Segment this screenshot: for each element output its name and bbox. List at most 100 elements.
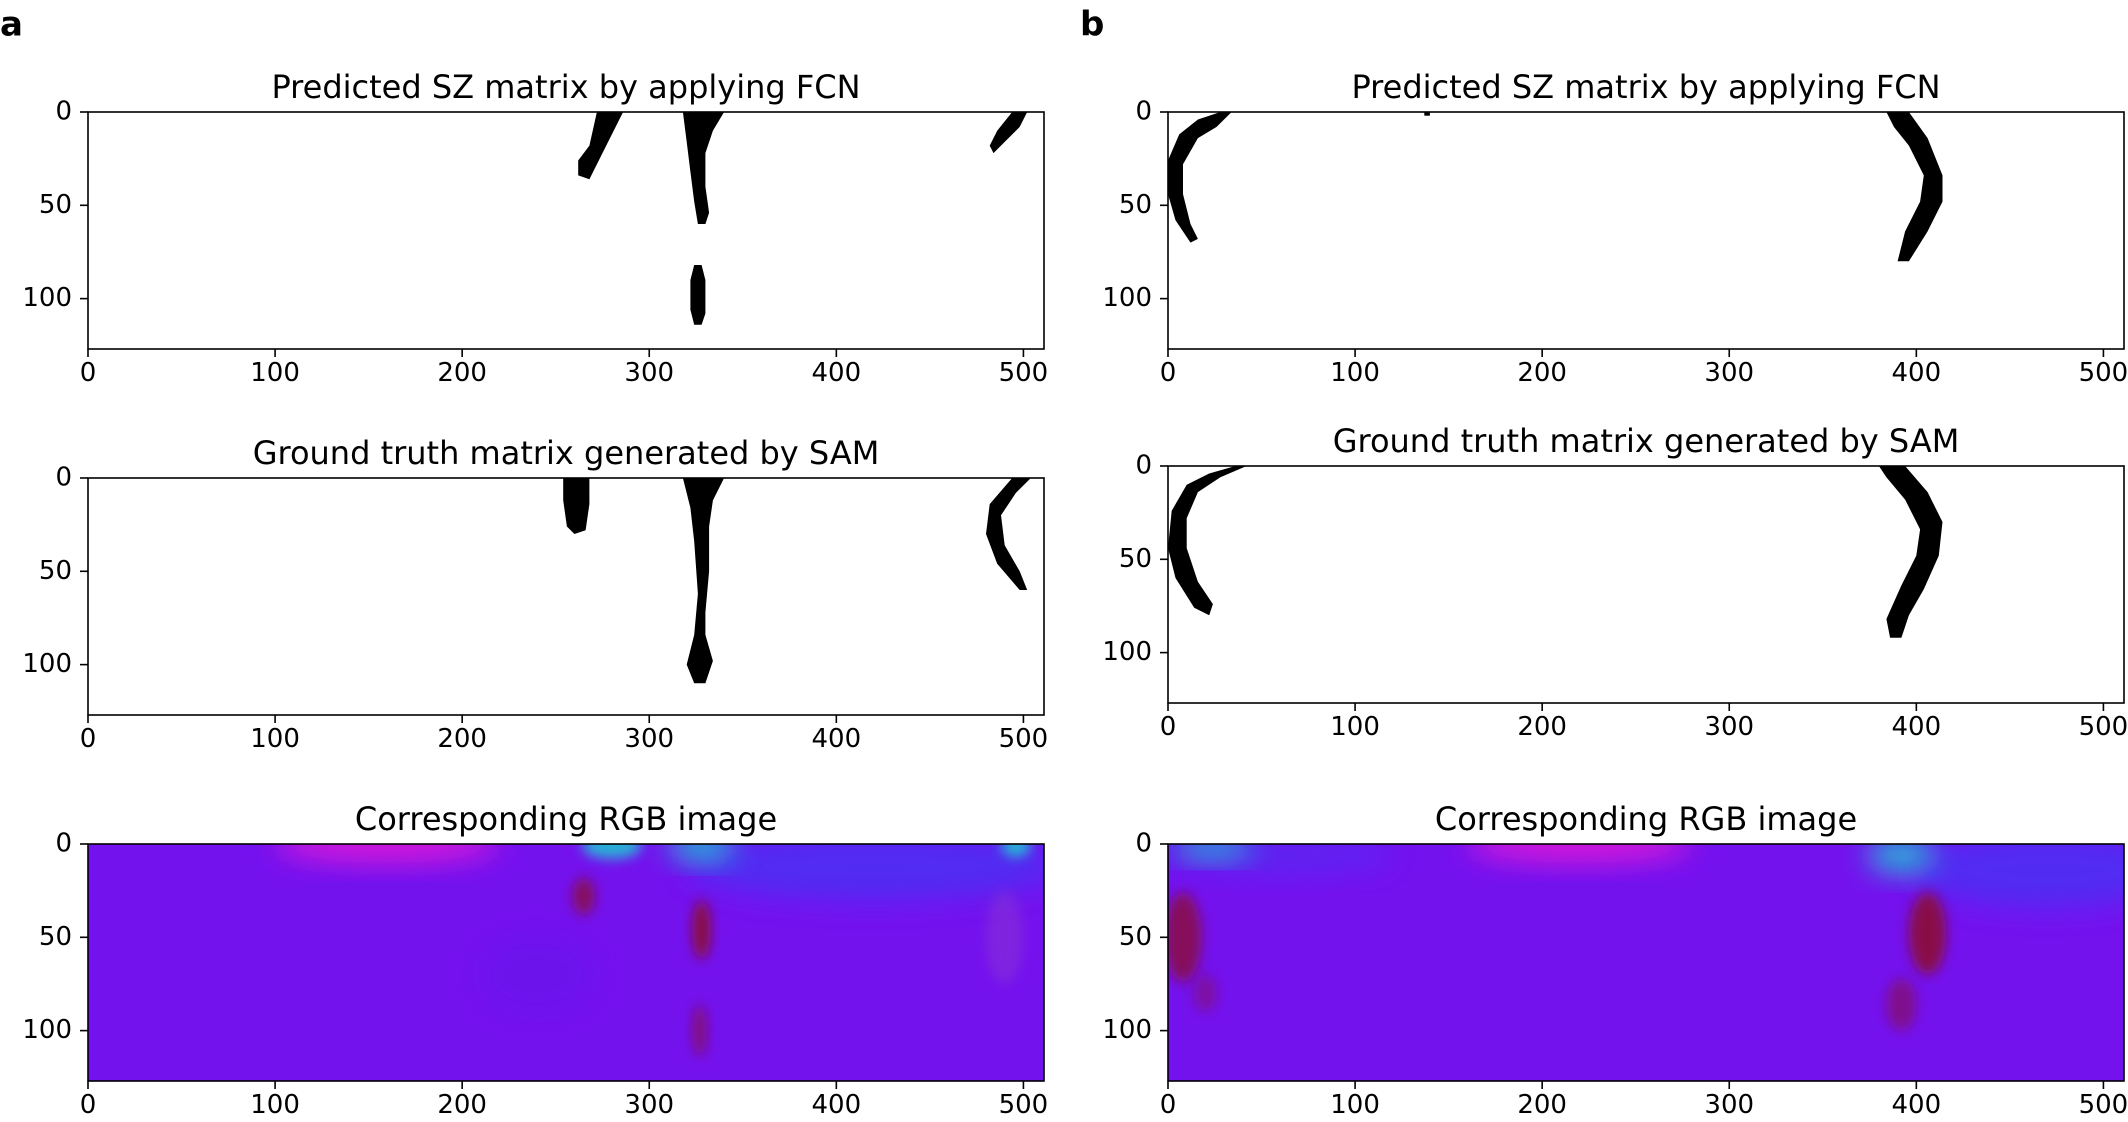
- plot-area: [1168, 112, 2124, 349]
- mask-region-blob-right: [989, 112, 1028, 154]
- mask-region-arc-right: [1878, 466, 1943, 638]
- x-tick-label: 200: [1517, 712, 1567, 742]
- x-tick-label: 400: [1892, 1090, 1942, 1120]
- chart-a-3: Corresponding RGB image 0 100 200 300 400 500 0…: [22, 800, 1049, 1120]
- x-tick-label: 400: [812, 358, 862, 388]
- chart-title: Predicted SZ matrix by applying FCN: [1351, 68, 1940, 106]
- rgb-highlight-2: [581, 844, 642, 859]
- mask-background: [1168, 466, 2124, 703]
- x-tick-label: 300: [624, 724, 674, 754]
- plot-area: [1168, 844, 2124, 1081]
- x-tick-label: 100: [1330, 358, 1380, 388]
- x-tick-label: 0: [1160, 358, 1177, 388]
- plot-area: [88, 478, 1044, 715]
- x-tick-label: 0: [1160, 712, 1177, 742]
- x-tick-label: 0: [80, 358, 97, 388]
- x-tick-label: 100: [1330, 712, 1380, 742]
- y-tick-label: 100: [22, 649, 72, 679]
- rgb-highlight-8: [986, 890, 1024, 984]
- rgb-highlight-7: [692, 1004, 708, 1057]
- rgb-highlight-7: [1886, 978, 1917, 1031]
- chart-title: Ground truth matrix generated by SAM: [253, 434, 880, 472]
- x-tick-label: 0: [80, 724, 97, 754]
- x-tick-label: 100: [250, 724, 300, 754]
- x-tick-label: 300: [624, 1090, 674, 1120]
- y-tick-label: 0: [55, 97, 72, 127]
- rgb-highlight-6: [1908, 892, 1947, 975]
- axes-frame: [87, 477, 1045, 716]
- y-tick-label: 50: [39, 556, 72, 586]
- rgb-highlight-4: [1867, 844, 1936, 874]
- x-tick-label: 500: [999, 724, 1049, 754]
- y-tick-label: 0: [55, 829, 72, 859]
- rgb-highlight-0: [275, 844, 500, 863]
- x-tick-label: 200: [1517, 358, 1567, 388]
- y-tick-label: 0: [1135, 829, 1152, 859]
- chart-b-1: Predicted SZ matrix by applying FCN 0 100 2…: [1102, 68, 2128, 388]
- mask-region-dot: [1424, 112, 1430, 116]
- mask-region-blob-left: [578, 112, 624, 180]
- x-tick-label: 500: [999, 1090, 1049, 1120]
- plot-area: [88, 112, 1044, 349]
- x-tick-label: 0: [80, 1090, 97, 1120]
- x-tick-label: 0: [1160, 1090, 1177, 1120]
- mask-region-blob-center: [682, 478, 725, 684]
- panel-label-b: b: [1080, 5, 1104, 45]
- x-tick-label: 100: [250, 1090, 300, 1120]
- rgb-highlight-1: [1916, 844, 2124, 908]
- chart-b-2: Ground truth matrix generated by SAM 0 100…: [1102, 422, 2128, 742]
- chart-a-2: Ground truth matrix generated by SAM 0 100…: [22, 434, 1048, 754]
- axes-frame: [1167, 465, 2125, 704]
- rgb-highlight-8: [1194, 974, 1217, 1012]
- x-tick-label: 300: [1704, 1090, 1754, 1120]
- rgb-highlight-5: [1168, 892, 1202, 983]
- panel-label-a: a: [0, 5, 23, 45]
- x-tick-label: 500: [2079, 358, 2128, 388]
- chart-title: Predicted SZ matrix by applying FCN: [271, 68, 860, 106]
- plot-area: [1168, 466, 2124, 703]
- y-tick-label: 100: [1102, 1015, 1152, 1045]
- y-tick-label: 50: [39, 922, 72, 952]
- rgb-highlight-0: [1467, 844, 1692, 863]
- x-tick-label: 400: [812, 724, 862, 754]
- y-tick-label: 50: [39, 190, 72, 220]
- y-tick-label: 0: [1135, 97, 1152, 127]
- axes-frame: [1167, 111, 2125, 350]
- axes-frame: [1167, 843, 2125, 1082]
- rgb-highlight-4: [1000, 844, 1031, 858]
- x-tick-label: 300: [1704, 358, 1754, 388]
- chart-title: Ground truth matrix generated by SAM: [1333, 422, 1960, 460]
- y-tick-label: 50: [1119, 544, 1152, 574]
- rgb-highlight-1: [686, 844, 1044, 900]
- y-tick-label: 100: [1102, 283, 1152, 313]
- x-tick-label: 300: [624, 358, 674, 388]
- rgb-highlight-6: [692, 899, 711, 960]
- x-tick-label: 200: [1517, 1090, 1567, 1120]
- y-tick-label: 0: [1135, 451, 1152, 481]
- mask-region-arc-left: [1168, 466, 1247, 616]
- y-tick-label: 0: [55, 463, 72, 493]
- mask-region-arc-left: [1168, 112, 1232, 243]
- mask-region-blob-center: [682, 112, 725, 224]
- chart-a-1: Predicted SZ matrix by applying FCN 0 100 2…: [22, 68, 1048, 388]
- mask-region-blob-center-lower: [690, 265, 706, 325]
- x-tick-label: 500: [999, 358, 1049, 388]
- x-tick-label: 400: [1892, 712, 1942, 742]
- x-tick-label: 100: [1330, 1090, 1380, 1120]
- x-tick-label: 200: [437, 1090, 487, 1120]
- x-tick-label: 200: [437, 358, 487, 388]
- x-tick-label: 500: [2079, 712, 2128, 742]
- mask-region-arc-right: [1886, 112, 1943, 262]
- rgb-highlight-5: [572, 877, 595, 915]
- mask-region-blob-left: [563, 478, 590, 534]
- x-tick-label: 200: [437, 724, 487, 754]
- y-tick-label: 50: [1119, 190, 1152, 220]
- mask-background: [88, 112, 1044, 349]
- x-tick-label: 400: [812, 1090, 862, 1120]
- y-tick-label: 50: [1119, 922, 1152, 952]
- mask-region-blob-right: [986, 478, 1031, 590]
- chart-title: Corresponding RGB image: [1435, 800, 1857, 838]
- chart-b-3: Corresponding RGB image 0 100 200 300 400 500 0…: [1102, 800, 2128, 1120]
- x-tick-label: 500: [2079, 1090, 2128, 1120]
- x-tick-label: 400: [1892, 358, 1942, 388]
